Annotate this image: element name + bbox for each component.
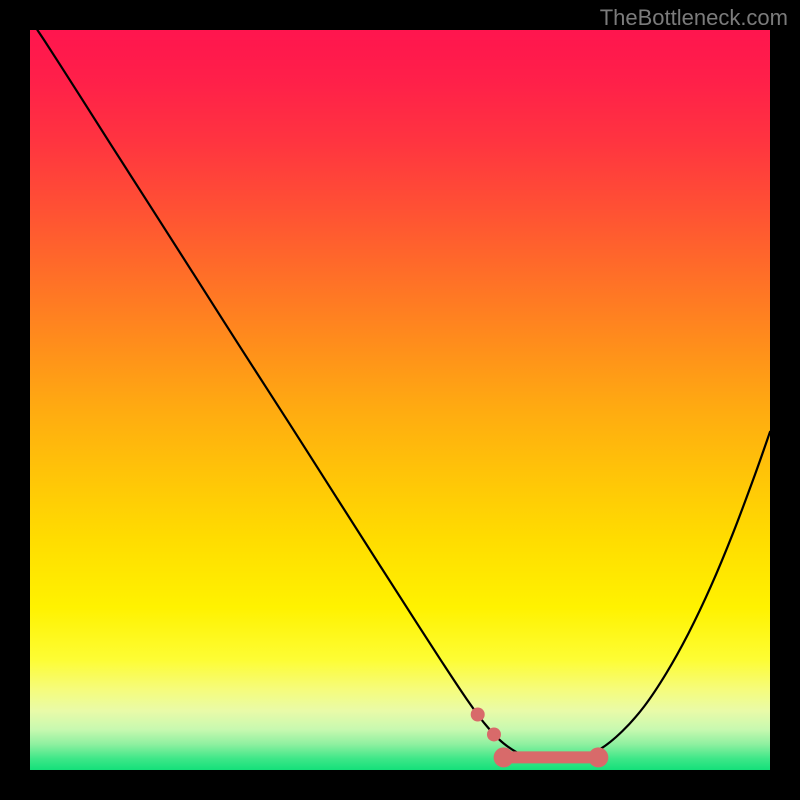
chart-root: TheBottleneck.com	[0, 0, 800, 800]
watermark-text: TheBottleneck.com	[600, 5, 788, 31]
bottleneck-chart	[30, 30, 770, 770]
plot-area	[30, 30, 770, 770]
highlight-bar-cap-right	[588, 747, 608, 767]
gradient-background	[30, 30, 770, 770]
highlight-dot-0	[471, 708, 485, 722]
highlight-dot-1	[487, 727, 501, 741]
highlight-bar-cap-left	[494, 747, 514, 767]
